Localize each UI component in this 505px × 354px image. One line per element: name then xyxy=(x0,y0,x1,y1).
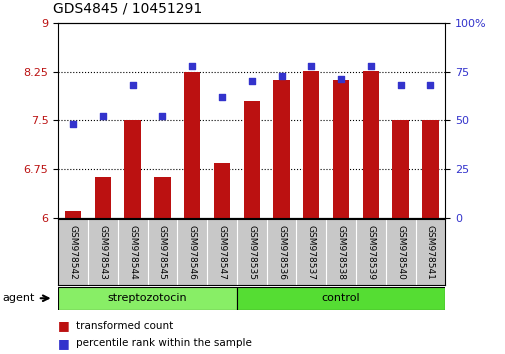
Bar xyxy=(421,120,438,218)
Text: ■: ■ xyxy=(58,337,70,350)
Text: GDS4845 / 10451291: GDS4845 / 10451291 xyxy=(53,2,202,16)
Bar xyxy=(362,71,378,218)
Text: ■: ■ xyxy=(58,319,70,332)
Bar xyxy=(236,287,444,310)
Text: GSM978547: GSM978547 xyxy=(217,225,226,280)
Point xyxy=(128,82,136,88)
Point xyxy=(336,76,344,82)
Text: control: control xyxy=(321,293,360,303)
Bar xyxy=(94,177,111,218)
Text: streptozotocin: streptozotocin xyxy=(108,293,187,303)
Bar xyxy=(392,120,408,218)
Point xyxy=(366,63,374,69)
Point xyxy=(307,63,315,69)
Bar xyxy=(58,287,236,310)
Bar xyxy=(213,162,230,218)
Bar xyxy=(332,80,348,218)
Point xyxy=(218,94,226,100)
Point xyxy=(396,82,404,88)
Text: GSM978542: GSM978542 xyxy=(69,225,77,279)
Text: GSM978541: GSM978541 xyxy=(425,225,434,280)
Point xyxy=(426,82,434,88)
Text: GSM978543: GSM978543 xyxy=(98,225,107,280)
Bar xyxy=(184,72,200,218)
Bar xyxy=(65,211,81,218)
Point xyxy=(98,114,107,119)
Text: agent: agent xyxy=(3,293,35,303)
Text: GSM978535: GSM978535 xyxy=(247,225,256,280)
Text: GSM978539: GSM978539 xyxy=(366,225,375,280)
Text: GSM978544: GSM978544 xyxy=(128,225,137,279)
Text: transformed count: transformed count xyxy=(76,321,173,331)
Text: GSM978536: GSM978536 xyxy=(276,225,285,280)
Point xyxy=(158,114,166,119)
Text: GSM978546: GSM978546 xyxy=(187,225,196,280)
Point xyxy=(277,73,285,78)
Text: GSM978537: GSM978537 xyxy=(306,225,315,280)
Point xyxy=(69,121,77,127)
Bar xyxy=(273,80,289,218)
Point xyxy=(247,79,256,84)
Point xyxy=(188,63,196,69)
Text: GSM978538: GSM978538 xyxy=(336,225,345,280)
Text: percentile rank within the sample: percentile rank within the sample xyxy=(76,338,251,348)
Bar xyxy=(154,177,170,218)
Text: GSM978545: GSM978545 xyxy=(158,225,167,280)
Bar xyxy=(124,120,140,218)
Bar xyxy=(302,71,319,218)
Bar xyxy=(243,101,260,218)
Text: GSM978540: GSM978540 xyxy=(395,225,405,280)
